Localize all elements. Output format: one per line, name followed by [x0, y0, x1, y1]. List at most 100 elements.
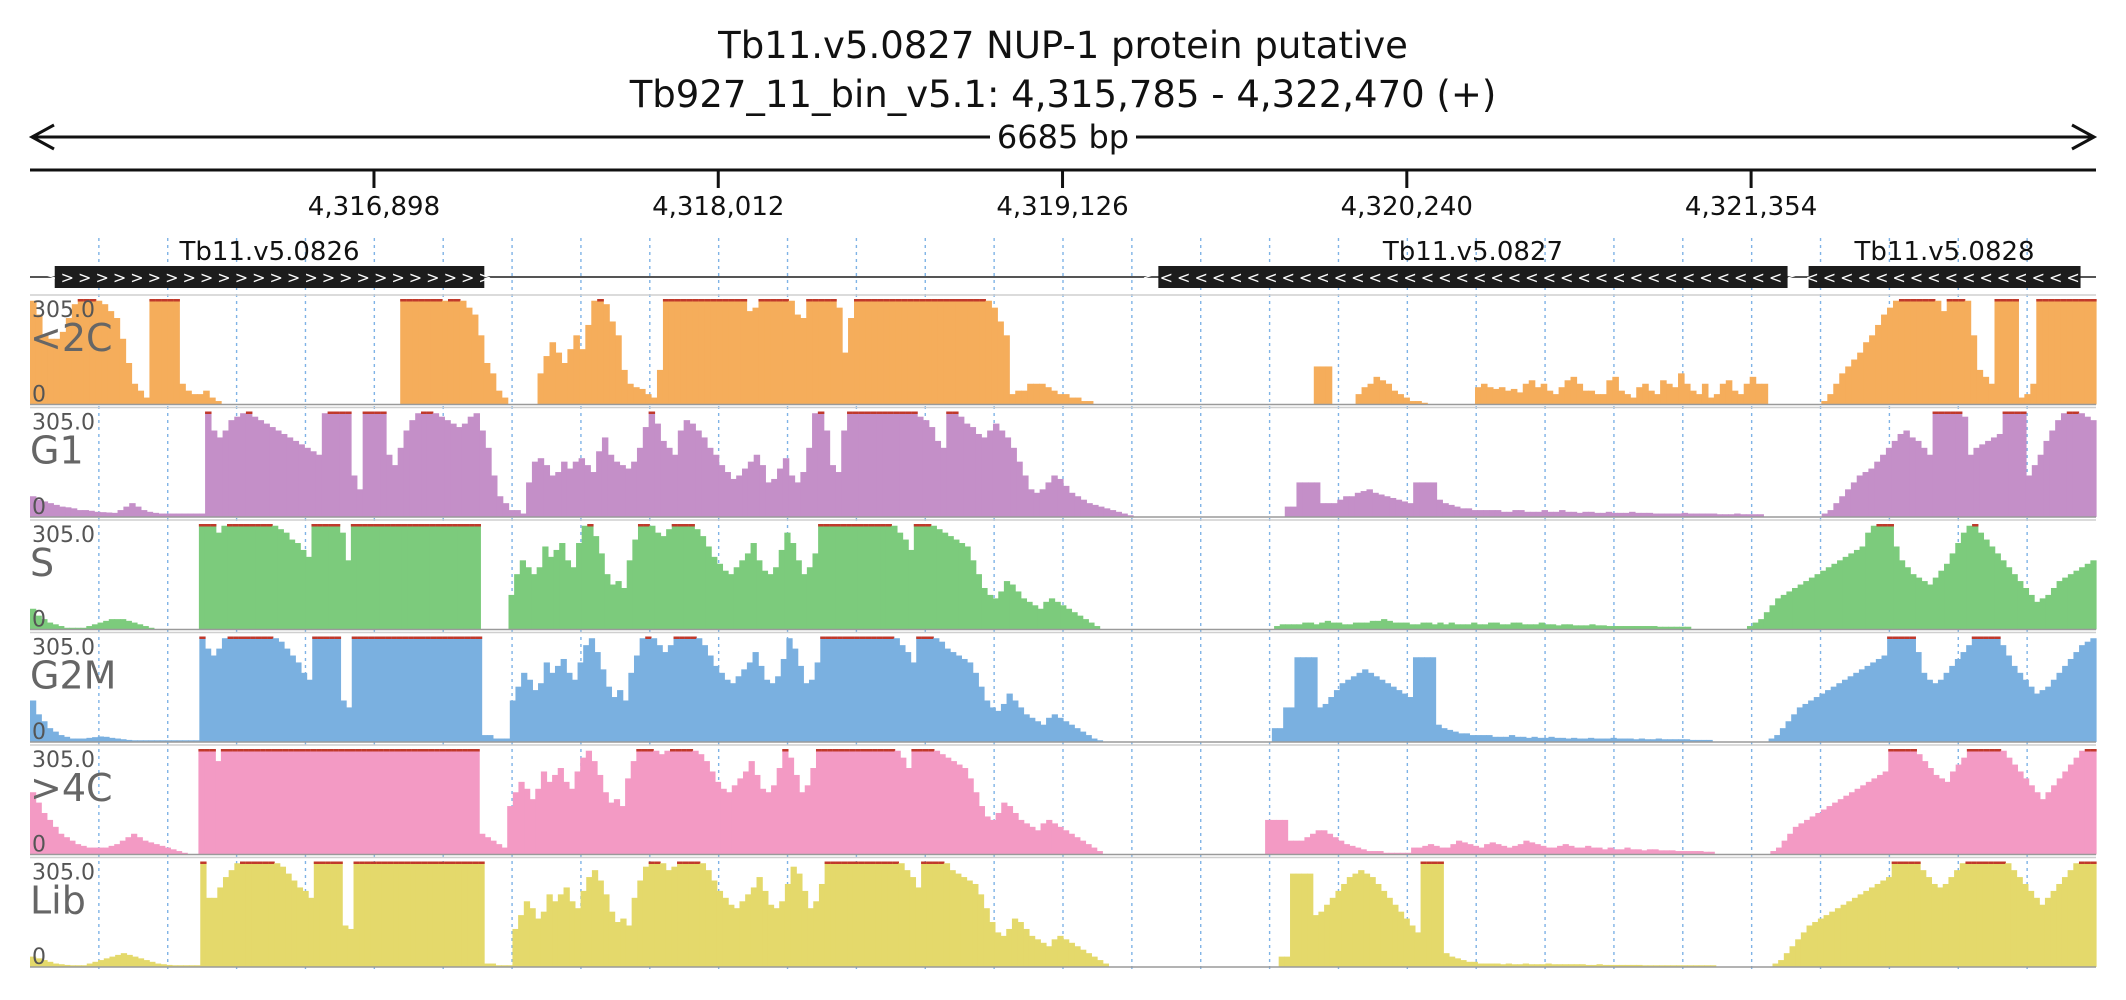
coverage-bar	[413, 636, 421, 742]
coverage-bar	[240, 861, 247, 967]
clip-marker	[641, 749, 649, 752]
coverage-bar	[1588, 390, 1596, 405]
coverage-bar	[1074, 837, 1081, 855]
coverage-bar	[859, 299, 867, 405]
coverage-bar	[925, 524, 932, 630]
coverage-bar	[137, 958, 145, 967]
coverage-bar	[780, 658, 787, 742]
coverage-bar	[1663, 850, 1670, 855]
coverage-bar	[568, 788, 576, 855]
coverage-bar	[1576, 383, 1584, 405]
coverage-bar	[418, 524, 425, 630]
coverage-bar	[406, 749, 413, 855]
coverage-bar	[1319, 622, 1326, 630]
coverage-bar	[447, 299, 455, 405]
coverage-bar	[2044, 897, 2052, 967]
coverage-bar	[692, 750, 699, 855]
clip-marker	[680, 299, 688, 302]
coverage-bar	[1461, 842, 1468, 855]
coverage-bar	[1915, 440, 1922, 517]
coverage-bar	[446, 524, 453, 630]
clip-marker	[668, 299, 676, 302]
coverage-bar	[750, 543, 757, 630]
clip-marker	[806, 299, 813, 302]
coverage-bar	[998, 430, 1006, 517]
coverage-bar	[1420, 622, 1427, 630]
clip-marker	[1914, 861, 1921, 864]
coverage-bar	[2012, 299, 2019, 405]
coverage-bar	[739, 901, 746, 967]
coverage-bar	[1666, 383, 1673, 405]
coverage-bar	[987, 594, 994, 630]
coverage-bar	[386, 454, 393, 517]
coverage-bar	[531, 461, 539, 517]
coverage-bar	[451, 749, 458, 855]
coverage-bar	[350, 749, 357, 855]
coverage-bar	[660, 863, 667, 967]
clip-marker	[1994, 749, 2002, 752]
coverage-bar	[351, 636, 358, 742]
coverage-bar	[1384, 683, 1391, 742]
coverage-bar	[1993, 861, 2001, 967]
clip-marker	[406, 749, 413, 752]
coverage-bar	[841, 861, 848, 967]
coverage-bar	[175, 851, 183, 855]
clip-marker	[357, 636, 364, 639]
clip-marker	[854, 299, 861, 302]
coverage-bar	[876, 411, 883, 517]
coverage-bar	[373, 524, 380, 630]
coverage-bar	[1493, 622, 1500, 630]
coverage-bar	[52, 624, 59, 630]
coverage-bar	[636, 447, 644, 517]
clip-marker	[467, 861, 474, 864]
coverage-bar	[1414, 624, 1422, 630]
coverage-bar	[508, 510, 515, 517]
coverage-bar	[911, 411, 918, 517]
coverage-bar	[1362, 669, 1369, 742]
clip-marker	[888, 636, 895, 639]
coverage-bar	[864, 861, 871, 967]
coverage-bar	[1518, 510, 1525, 517]
coverage-bar	[1564, 511, 1572, 517]
clip-marker	[418, 524, 425, 527]
clip-marker	[389, 749, 396, 752]
coverage-bar	[1652, 513, 1659, 517]
clip-marker	[243, 749, 250, 752]
coverage-bar	[194, 965, 201, 967]
coverage-bar	[1285, 624, 1292, 630]
coverage-bar	[1525, 737, 1533, 742]
coverage-bar	[2067, 658, 2075, 742]
coverage-bar	[498, 738, 505, 742]
clip-marker	[830, 299, 837, 302]
coverage-bar	[159, 740, 167, 742]
coverage-bar	[1079, 840, 1087, 855]
clip-marker	[1978, 749, 1985, 752]
coverage-bar	[1863, 342, 1870, 405]
clip-marker	[682, 861, 689, 864]
clip-marker	[818, 524, 825, 527]
coverage-bar	[787, 757, 795, 855]
clip-marker	[848, 636, 855, 639]
coverage-bar	[930, 525, 937, 630]
coverage-bar	[188, 965, 196, 967]
coverage-bar	[501, 397, 509, 405]
coverage-bar	[1534, 844, 1541, 855]
coverage-bar	[1503, 736, 1510, 742]
coverage-bar	[1063, 485, 1070, 517]
coverage-bar	[1074, 946, 1081, 967]
coverage-bar	[285, 873, 292, 967]
coverage-bar	[1545, 963, 1552, 967]
coverage-bar	[1429, 657, 1437, 742]
coverage-bar	[467, 861, 474, 967]
coverage-bar	[2000, 750, 2007, 855]
coverage-bar	[1023, 823, 1030, 855]
coverage-bar	[489, 373, 497, 405]
coverage-bar	[1604, 738, 1612, 742]
clip-marker	[1891, 861, 1898, 864]
coverage-bar	[921, 861, 928, 967]
coverage-bar	[1040, 942, 1047, 967]
coverage-bar	[1416, 847, 1423, 855]
clip-marker	[404, 861, 411, 864]
track-min-label: 0	[32, 945, 46, 970]
coverage-bar	[851, 524, 859, 630]
